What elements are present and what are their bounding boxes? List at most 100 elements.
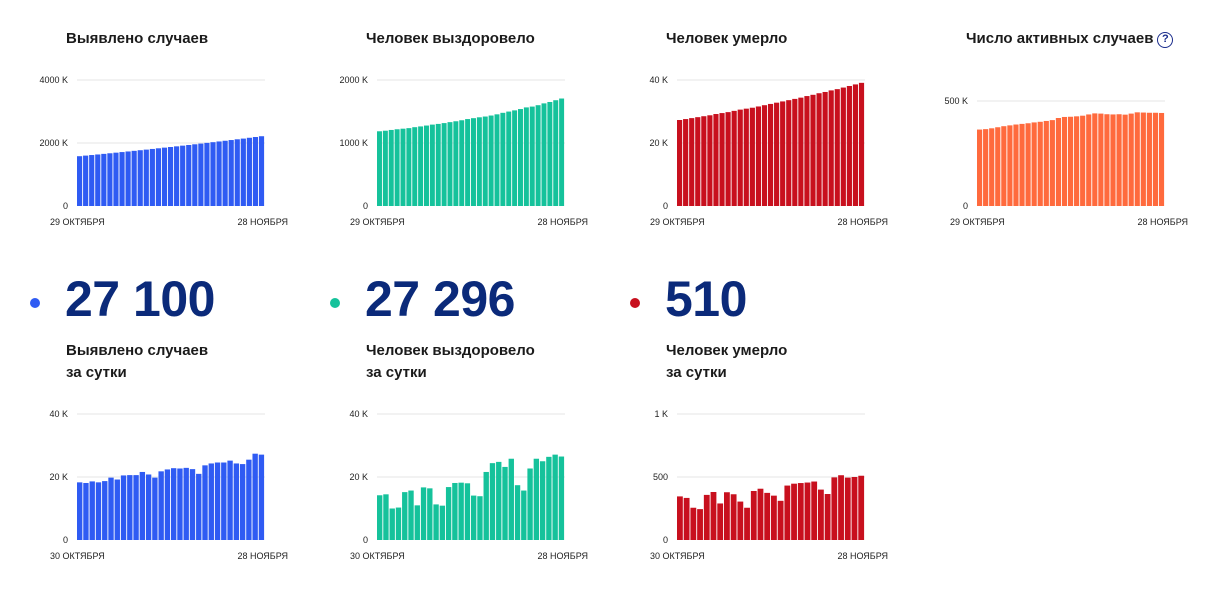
bar xyxy=(114,479,120,540)
bar xyxy=(476,117,482,206)
bar xyxy=(252,453,258,540)
bar xyxy=(239,464,246,540)
bar xyxy=(77,156,83,206)
label-line: за сутки xyxy=(366,364,427,381)
bar xyxy=(464,483,471,540)
x-tick-label: 28 НОЯБРЯ xyxy=(1137,217,1188,227)
bar xyxy=(1013,124,1019,206)
bar xyxy=(514,485,521,540)
bar xyxy=(1037,121,1043,206)
bar xyxy=(382,130,388,206)
bar xyxy=(552,454,558,540)
bar xyxy=(1110,114,1116,206)
bar xyxy=(1146,112,1152,206)
bar xyxy=(395,507,402,540)
label-line: за сутки xyxy=(66,364,127,381)
bar xyxy=(816,93,822,206)
y-tick-label: 500 K xyxy=(944,96,968,106)
bar xyxy=(690,507,697,540)
bar xyxy=(512,110,518,206)
panel-title: Человек умерло xyxy=(666,30,788,47)
bar xyxy=(761,105,768,206)
bar xyxy=(186,144,192,206)
bar xyxy=(482,116,488,206)
panel-title: Человек выздоровело xyxy=(366,30,535,47)
y-tick-label: 1000 K xyxy=(339,138,368,148)
deaths-dot xyxy=(630,298,640,308)
bar xyxy=(167,147,174,206)
bar xyxy=(767,103,774,206)
bar xyxy=(494,114,500,206)
daily-deaths-number: 510 xyxy=(665,271,747,327)
bar xyxy=(786,100,792,206)
bar xyxy=(844,477,851,540)
bar xyxy=(707,115,713,206)
bar xyxy=(764,492,771,540)
bar xyxy=(508,458,514,540)
bar xyxy=(791,483,797,540)
bar xyxy=(192,144,198,206)
bar xyxy=(989,128,995,206)
y-tick-label: 0 xyxy=(63,535,68,545)
bar xyxy=(198,143,204,206)
bar xyxy=(424,125,429,206)
bar xyxy=(995,127,1001,206)
bar xyxy=(246,137,252,206)
bar xyxy=(1055,118,1062,206)
bar xyxy=(164,469,171,540)
bar xyxy=(196,473,202,540)
bar xyxy=(1019,123,1025,206)
y-tick-label: 20 K xyxy=(49,472,68,482)
bar xyxy=(161,147,168,206)
bar xyxy=(1067,116,1074,206)
bar xyxy=(730,494,737,540)
bar xyxy=(737,501,744,540)
label-line: Человек умерло xyxy=(666,342,788,359)
bar xyxy=(202,465,208,540)
bar xyxy=(834,89,840,206)
bar xyxy=(977,129,983,206)
bar xyxy=(846,85,852,206)
bar xyxy=(1152,112,1159,206)
bar xyxy=(546,456,552,540)
bar xyxy=(143,149,149,206)
bar xyxy=(683,497,690,540)
bar xyxy=(489,463,496,540)
bar xyxy=(553,100,559,206)
bar xyxy=(858,475,865,540)
bar xyxy=(77,482,83,540)
bar xyxy=(1098,113,1104,206)
panel-title: Выявлено случаев xyxy=(66,30,209,47)
bar xyxy=(1074,116,1080,206)
chart-total-deaths: 0 20 K 40 K 29 ОКТЯБРЯ 28 НОЯБРЯ xyxy=(649,75,888,227)
bar xyxy=(183,467,189,540)
y-tick-label: 0 xyxy=(363,201,368,211)
y-tick-label: 0 xyxy=(963,201,968,211)
bar xyxy=(107,153,113,206)
bar xyxy=(418,126,424,206)
bar xyxy=(858,82,865,206)
bar xyxy=(377,131,382,206)
bar xyxy=(252,137,259,206)
daily-cases-number: 27 100 xyxy=(65,271,215,327)
x-tick-label: 29 ОКТЯБРЯ xyxy=(50,217,105,227)
bar xyxy=(131,150,137,206)
bar xyxy=(204,142,210,206)
y-tick-label: 0 xyxy=(63,201,68,211)
x-tick-label: 30 ОКТЯБРЯ xyxy=(50,551,105,561)
bar xyxy=(683,119,689,206)
y-tick-label: 40 K xyxy=(349,409,368,419)
daily-cases-label: Выявлено случаев за сутки xyxy=(66,340,208,384)
bar xyxy=(258,136,265,206)
bar xyxy=(1122,114,1128,206)
bar xyxy=(1001,126,1007,206)
bar xyxy=(749,107,755,206)
bar xyxy=(408,490,414,540)
help-icon[interactable]: ? xyxy=(1157,32,1174,48)
bar xyxy=(383,494,389,540)
bar xyxy=(824,494,831,540)
bar xyxy=(441,123,447,206)
bar xyxy=(689,118,695,206)
bar xyxy=(471,495,477,540)
bar xyxy=(541,103,547,206)
